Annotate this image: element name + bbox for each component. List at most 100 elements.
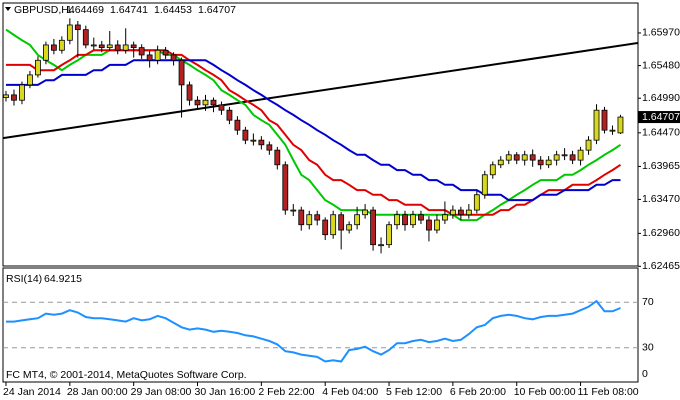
- candle-body: [577, 149, 584, 161]
- candle-body: [19, 84, 25, 101]
- candle-body: [138, 47, 145, 56]
- candle-body: [186, 84, 193, 101]
- candle-body: [3, 94, 9, 98]
- y-tick-label: 1.65480: [642, 59, 680, 71]
- candle-body: [402, 214, 408, 226]
- candle-body: [122, 44, 129, 51]
- rsi-title: RSI(14): [6, 273, 42, 285]
- candle-body: [330, 214, 337, 236]
- candle-body: [98, 44, 105, 49]
- candle-body: [497, 159, 504, 166]
- y-tick-label: 1.64990: [642, 92, 680, 104]
- candle-body: [258, 139, 265, 146]
- candle-body: [362, 209, 369, 216]
- candle-body: [521, 154, 528, 161]
- candle-body: [449, 209, 456, 216]
- candle-body: [274, 149, 281, 166]
- candle-body: [338, 214, 345, 231]
- candle-body: [426, 219, 432, 231]
- candle-body: [418, 214, 424, 221]
- candle-body: [290, 209, 297, 212]
- candle-body: [202, 99, 209, 106]
- candle-body: [489, 164, 496, 176]
- ohlc-low: 1.64453: [154, 4, 192, 16]
- candle-body: [234, 119, 241, 131]
- candle-body: [170, 54, 177, 61]
- main-panel: [2, 2, 639, 267]
- trendline: [2, 41, 639, 140]
- y-tick-label: 1.62465: [642, 260, 680, 272]
- y-tick-label: 1.64470: [642, 127, 680, 139]
- candle-body: [266, 144, 273, 151]
- x-tick-label: 28 Jan 00:00: [67, 386, 128, 398]
- candle-body: [473, 194, 480, 211]
- candle-body: [27, 74, 33, 86]
- candle-body: [434, 219, 440, 231]
- candle-body: [146, 54, 153, 61]
- x-tick-label: 29 Jan 08:00: [131, 386, 192, 398]
- candle-body: [346, 224, 353, 231]
- candle-body: [537, 159, 544, 166]
- candle-body: [529, 154, 536, 161]
- candle-body: [410, 214, 416, 226]
- candle-body: [441, 214, 448, 221]
- candle-body: [378, 244, 384, 247]
- candle-body: [58, 39, 65, 51]
- x-tick-label: 24 Jan 2014: [3, 386, 61, 398]
- candle-body: [106, 44, 113, 49]
- candle-body: [505, 154, 512, 161]
- candle-body: [226, 109, 233, 121]
- candle-body: [617, 116, 624, 134]
- y-tick-label: 1.65970: [642, 27, 680, 39]
- candle-body: [11, 94, 17, 101]
- x-tick-label: 10 Feb 00:00: [514, 386, 576, 398]
- candle-body: [354, 214, 361, 226]
- candle-body: [370, 209, 376, 246]
- candle-body: [282, 164, 289, 211]
- y-tick-label: 70: [642, 296, 654, 308]
- candle-body: [457, 209, 464, 216]
- moving-average: [6, 49, 622, 216]
- candle-body: [242, 129, 249, 141]
- footer: FC MT4, © 2001-2014, MetaQuotes Software…: [6, 369, 247, 381]
- candle-body: [322, 219, 329, 236]
- candle-body: [585, 139, 592, 151]
- current-price-box: [638, 111, 680, 124]
- candle-body: [561, 154, 568, 157]
- candle-body: [114, 44, 121, 51]
- candle-body: [609, 129, 616, 132]
- x-tick-label: 5 Feb 12:00: [386, 386, 442, 398]
- candle-body: [513, 154, 520, 161]
- y-tick-label: 1.63470: [642, 193, 680, 205]
- candle-body: [593, 109, 600, 141]
- x-tick-label: 6 Feb 20:00: [450, 386, 506, 398]
- candle-body: [130, 44, 137, 49]
- moving-average: [6, 59, 621, 202]
- current-price-label: 1.64707: [642, 111, 680, 123]
- y-tick-label: 0: [642, 368, 648, 380]
- candle-body: [553, 154, 560, 161]
- rsi-panel: [2, 267, 639, 383]
- rsi-line: [6, 299, 621, 363]
- candle-body: [394, 214, 400, 226]
- candle-body: [306, 214, 313, 226]
- candle-body: [162, 49, 169, 56]
- x-tick-label: 30 Jan 16:00: [195, 386, 256, 398]
- candle-body: [35, 59, 41, 76]
- candle-body: [74, 24, 81, 31]
- y-tick-label: 1.63965: [642, 160, 680, 172]
- ohlc-close: 1.64707: [198, 4, 236, 16]
- x-tick-label: 2 Feb 22:00: [258, 386, 314, 398]
- candle-body: [90, 44, 97, 47]
- candle-body: [298, 209, 305, 226]
- y-tick-label: 30: [642, 342, 654, 354]
- candle-body: [82, 29, 89, 46]
- x-tick-label: 4 Feb 04:00: [322, 386, 378, 398]
- candle-body: [481, 174, 488, 196]
- candle-body: [386, 224, 392, 246]
- candle-body: [314, 214, 321, 221]
- candle-body: [218, 104, 225, 111]
- candle-body: [194, 99, 201, 106]
